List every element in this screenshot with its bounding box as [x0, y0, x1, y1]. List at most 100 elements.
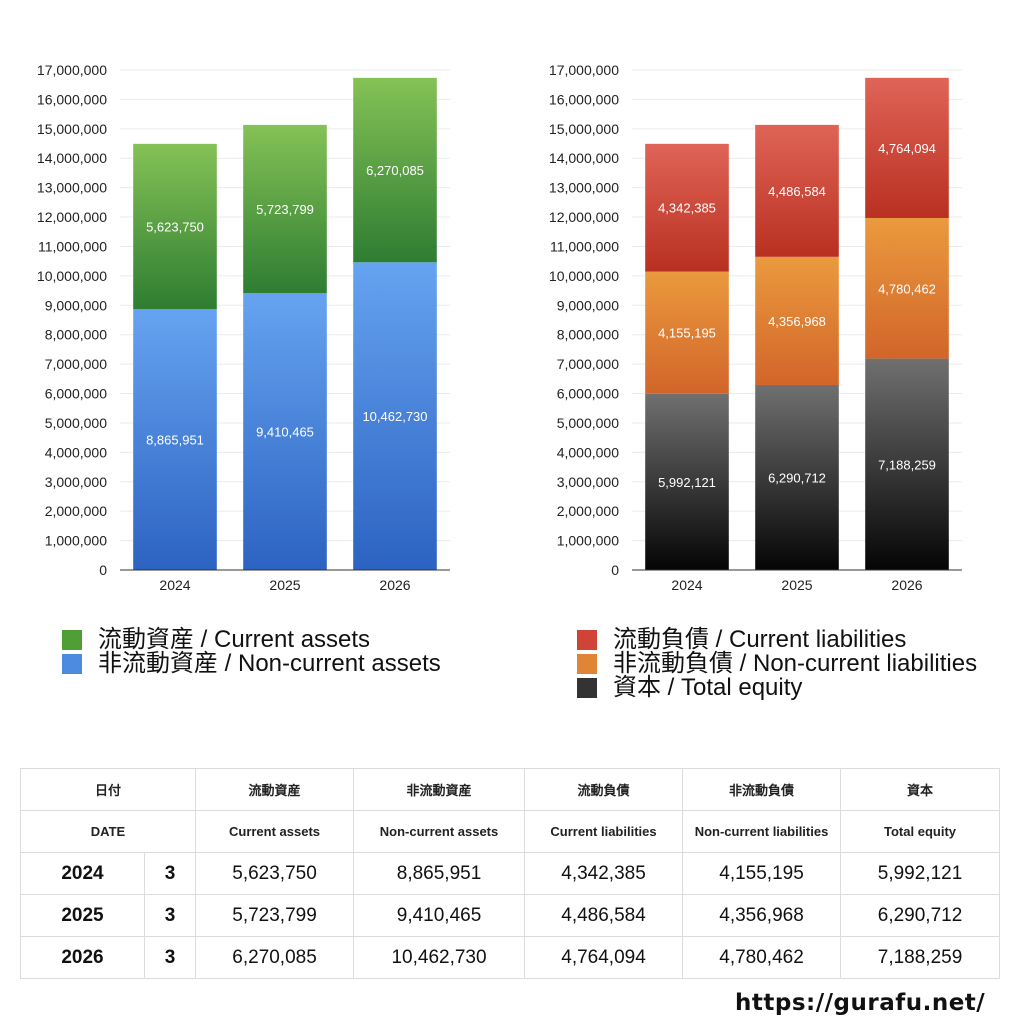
- y-tick-label: 1,000,000: [45, 533, 107, 549]
- header-date-jp: 日付: [19, 768, 197, 811]
- y-tick-label: 2,000,000: [45, 503, 107, 519]
- bar-value-label: 5,992,121: [658, 475, 716, 490]
- y-tick-label: 16,000,000: [37, 91, 107, 107]
- bar-segment: [133, 309, 217, 570]
- y-tick-label: 3,000,000: [45, 474, 107, 490]
- table-row: 2026 3 6,270,085 10,462,730 4,764,094 4,…: [20, 936, 1001, 979]
- bar-value-label: 6,270,085: [366, 163, 424, 178]
- bar-segment: [645, 393, 729, 570]
- legend-item-current-liabilities: 流動負債 / Current liabilities: [577, 628, 977, 652]
- y-tick-label: 15,000,000: [37, 121, 107, 137]
- y-tick-label: 11,000,000: [38, 238, 107, 254]
- bar-segment: [865, 217, 949, 359]
- y-tick-label: 16,000,000: [549, 91, 619, 107]
- bar-value-label: 4,342,385: [658, 201, 716, 216]
- cell-non-current-liabilities: 4,155,195: [682, 852, 842, 895]
- cell-non-current-liabilities: 4,780,462: [682, 936, 842, 979]
- bar-segment: [755, 256, 839, 385]
- bar-segment: [755, 124, 839, 257]
- cell-current-assets: 6,270,085: [195, 936, 355, 979]
- balance-sheet-table: 日付 流動資産 非流動資産 流動負債 非流動負債 資本 DATE Current…: [19, 768, 1001, 979]
- header-total-equity-jp: 資本: [840, 768, 1001, 811]
- bar-value-label: 10,462,730: [362, 409, 427, 424]
- bar-value-label: 4,486,584: [768, 184, 826, 199]
- bar-value-label: 6,290,712: [768, 470, 826, 485]
- cell-non-current-assets: 9,410,465: [353, 894, 526, 937]
- bar-segment: [755, 384, 839, 570]
- y-tick-label: 12,000,000: [549, 209, 619, 225]
- y-tick-label: 2,000,000: [557, 503, 619, 519]
- table-row: 2024 3 5,623,750 8,865,951 4,342,385 4,1…: [20, 852, 1001, 895]
- bar-segment: [645, 143, 729, 272]
- cell-non-current-liabilities: 4,356,968: [682, 894, 842, 937]
- y-tick-label: 9,000,000: [45, 297, 107, 313]
- x-tick-label: 2025: [269, 577, 300, 593]
- header-current-liabilities-jp: 流動負債: [524, 768, 684, 811]
- y-tick-label: 6,000,000: [45, 386, 107, 402]
- table-header-row-jp: 日付 流動資産 非流動資産 流動負債 非流動負債 資本: [19, 768, 1001, 811]
- bar-value-label: 4,764,094: [878, 141, 936, 156]
- header-date-en: DATE: [19, 810, 197, 853]
- legend-label: 非流動資産 / Non-current assets: [98, 650, 441, 677]
- header-non-current-assets-en: Non-current assets: [353, 810, 526, 853]
- y-tick-label: 8,000,000: [45, 327, 107, 343]
- bar-value-label: 8,865,951: [146, 433, 204, 448]
- y-tick-label: 14,000,000: [549, 150, 619, 166]
- legend-label: 資本 / Total equity: [613, 674, 803, 701]
- y-tick-label: 17,000,000: [549, 62, 619, 78]
- assets-chart: 0 1,000,000 2,000,000 3,000,000 4,000,000 5,0…: [37, 62, 450, 593]
- header-current-assets-jp: 流動資産: [195, 768, 355, 811]
- cell-total-equity: 6,290,712: [840, 894, 1001, 937]
- x-tick-label: 2024: [671, 577, 702, 593]
- bar-segment: [865, 358, 949, 570]
- site-watermark: https://gurafu.net/: [735, 990, 986, 1016]
- bar-segment: [353, 262, 437, 570]
- legend-item-non-current-assets: 非流動資産 / Non-current assets: [62, 652, 441, 676]
- y-tick-label: 1,000,000: [557, 533, 619, 549]
- y-tick-label: 5,000,000: [557, 415, 619, 431]
- bar-value-label: 4,780,462: [878, 281, 936, 296]
- liabilities-equity-chart: 0 1,000,000 2,000,000 3,000,000 4,000,000 5,0…: [549, 62, 962, 593]
- cell-current-liabilities: 4,342,385: [524, 852, 684, 895]
- y-tick-label: 13,000,000: [549, 180, 619, 196]
- x-tick-label: 2024: [159, 577, 190, 593]
- header-total-equity-en: Total equity: [840, 810, 1001, 853]
- bar-value-label: 7,188,259: [878, 457, 936, 472]
- header-current-liabilities-en: Current liabilities: [524, 810, 684, 853]
- y-tick-label: 14,000,000: [37, 150, 107, 166]
- legend-item-non-current-liabilities: 非流動負債 / Non-current liabilities: [577, 652, 977, 676]
- y-tick-label: 6,000,000: [557, 386, 619, 402]
- y-tick-label: 5,000,000: [45, 415, 107, 431]
- y-tick-label: 7,000,000: [557, 356, 619, 372]
- bar-value-label: 4,356,968: [768, 314, 826, 329]
- x-tick-label: 2026: [379, 577, 410, 593]
- row-year: 2025: [20, 894, 145, 937]
- table-row: 2025 3 5,723,799 9,410,465 4,486,584 4,3…: [20, 894, 1001, 937]
- y-tick-label: 4,000,000: [45, 444, 107, 460]
- y-tick-label: 10,000,000: [37, 268, 107, 284]
- y-tick-label: 10,000,000: [549, 268, 619, 284]
- cell-total-equity: 5,992,121: [840, 852, 1001, 895]
- bar-segment: [645, 271, 729, 394]
- cell-current-liabilities: 4,486,584: [524, 894, 684, 937]
- y-tick-label: 13,000,000: [37, 180, 107, 196]
- bar-value-label: 9,410,465: [256, 425, 314, 440]
- y-tick-label: 11,000,000: [550, 238, 619, 254]
- y-tick-label: 15,000,000: [549, 121, 619, 137]
- legend-item-total-equity: 資本 / Total equity: [577, 676, 977, 700]
- y-tick-label: 17,000,000: [37, 62, 107, 78]
- header-non-current-liabilities-en: Non-current liabilities: [682, 810, 842, 853]
- row-count: 3: [143, 894, 197, 937]
- header-non-current-assets-jp: 非流動資産: [353, 768, 526, 811]
- row-count: 3: [143, 852, 197, 895]
- cell-current-assets: 5,723,799: [195, 894, 355, 937]
- legend-label: 流動資産 / Current assets: [98, 626, 371, 653]
- bar-segment: [353, 77, 437, 263]
- bar-value-label: 5,723,799: [256, 202, 314, 217]
- y-tick-label: 0: [99, 562, 107, 578]
- legend-swatch: [577, 678, 597, 698]
- x-tick-label: 2026: [891, 577, 922, 593]
- bar-segment: [243, 293, 327, 570]
- y-tick-label: 12,000,000: [37, 209, 107, 225]
- row-year: 2026: [20, 936, 145, 979]
